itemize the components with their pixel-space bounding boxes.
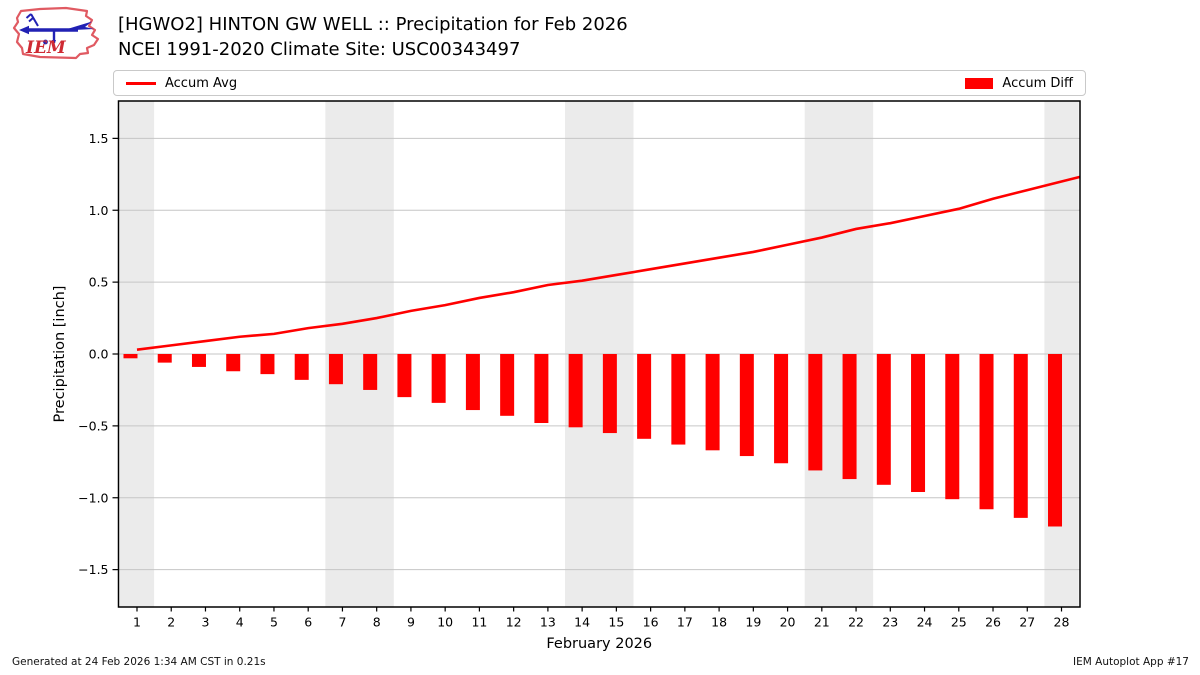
- y-tick-label: −1.5: [78, 562, 108, 577]
- x-tick-label: 17: [677, 615, 693, 630]
- y-axis-label: Precipitation [inch]: [52, 286, 68, 423]
- accum-diff-bar: [465, 354, 480, 411]
- x-tick-label: 28: [1054, 615, 1070, 630]
- x-tick-label: 7: [338, 615, 346, 630]
- x-tick-label: 10: [437, 615, 453, 630]
- legend-label-accum-diff: Accum Diff: [1002, 75, 1073, 91]
- accum-diff-bar: [671, 354, 686, 445]
- y-tick-label: 1.5: [89, 131, 109, 146]
- x-tick-label: 13: [540, 615, 556, 630]
- accum-diff-bar: [157, 354, 172, 363]
- x-tick-label: 27: [1019, 615, 1035, 630]
- accum-diff-bar: [397, 354, 412, 398]
- accum-diff-bar: [911, 354, 926, 492]
- x-tick-label: 20: [780, 615, 796, 630]
- accum-diff-bar: [294, 354, 309, 380]
- autoplot-app-credit: IEM Autoplot App #17: [1073, 656, 1189, 668]
- plot-border: [117, 100, 1081, 608]
- x-tick-label: 26: [985, 615, 1001, 630]
- x-tick-label: 2: [167, 615, 175, 630]
- bar-swatch-icon: [965, 77, 994, 89]
- x-tick-label: 15: [608, 615, 624, 630]
- weather-vane-icon: [19, 13, 94, 45]
- accum-diff-bar: [945, 354, 960, 500]
- accum-diff-bar: [123, 354, 138, 359]
- accum-diff-bar: [705, 354, 720, 451]
- x-tick-label: 23: [882, 615, 898, 630]
- x-tick-label: 16: [643, 615, 659, 630]
- x-tick-label: 8: [373, 615, 381, 630]
- y-tick-label: 0.0: [89, 347, 109, 362]
- accum-diff-bar: [226, 354, 241, 372]
- chart-legend: Accum Avg Accum Diff: [113, 70, 1086, 96]
- x-tick-label: 19: [745, 615, 761, 630]
- chart-title: [HGWO2] HINTON GW WELL :: Precipitation …: [118, 14, 628, 35]
- legend-label-accum-avg: Accum Avg: [165, 75, 238, 91]
- accum-diff-bar: [808, 354, 823, 471]
- x-tick-label: 9: [407, 615, 415, 630]
- x-tick-label: 14: [574, 615, 590, 630]
- y-tick-label: −0.5: [78, 418, 108, 433]
- accum-diff-bar: [979, 354, 994, 510]
- line-swatch-icon: [126, 81, 156, 85]
- accum-diff-bar: [1013, 354, 1028, 518]
- legend-entry-accum-diff: Accum Diff: [965, 76, 1073, 91]
- accum-diff-bar: [876, 354, 891, 485]
- accum-diff-bar: [191, 354, 206, 367]
- iem-logo-text: IEM: [25, 38, 67, 58]
- accum-diff-bar: [774, 354, 789, 464]
- accum-diff-bar: [739, 354, 754, 457]
- x-tick-label: 11: [471, 615, 487, 630]
- x-tick-label: 25: [951, 615, 967, 630]
- accum-diff-bar: [431, 354, 446, 403]
- x-tick-label: 22: [848, 615, 864, 630]
- legend-entry-accum-avg: Accum Avg: [126, 76, 237, 91]
- y-tick-label: −1.0: [78, 490, 108, 505]
- x-tick-label: 5: [270, 615, 278, 630]
- accum-diff-bar: [328, 354, 343, 385]
- x-tick-label: 1: [133, 615, 141, 630]
- accum-avg-line: [136, 175, 1081, 351]
- accum-diff-bar: [602, 354, 617, 434]
- chart-subtitle: NCEI 1991-2020 Climate Site: USC00343497: [118, 39, 521, 60]
- generated-timestamp: Generated at 24 Feb 2026 1:34 AM CST in …: [12, 656, 266, 668]
- accum-diff-bar: [260, 354, 275, 375]
- accum-diff-bar: [363, 354, 378, 390]
- x-tick-label: 24: [917, 615, 933, 630]
- accum-diff-bar: [568, 354, 583, 428]
- x-tick-label: 21: [814, 615, 830, 630]
- x-axis-label: February 2026: [546, 636, 652, 652]
- chart-title-block: [HGWO2] HINTON GW WELL :: Precipitation …: [118, 12, 628, 62]
- x-tick-label: 6: [304, 615, 312, 630]
- accum-diff-bar: [637, 354, 652, 439]
- iem-logo: IEM: [12, 6, 100, 60]
- x-tick-label: 4: [236, 615, 244, 630]
- accum-diff-bar: [842, 354, 857, 480]
- y-tick-label: 0.5: [89, 275, 109, 290]
- y-tick-label: 1.0: [89, 203, 109, 218]
- x-tick-label: 18: [711, 615, 727, 630]
- x-tick-label: 3: [201, 615, 209, 630]
- accum-diff-bar: [534, 354, 549, 423]
- x-tick-label: 12: [506, 615, 522, 630]
- accum-diff-bar: [500, 354, 515, 416]
- accum-diff-bar: [1048, 354, 1063, 527]
